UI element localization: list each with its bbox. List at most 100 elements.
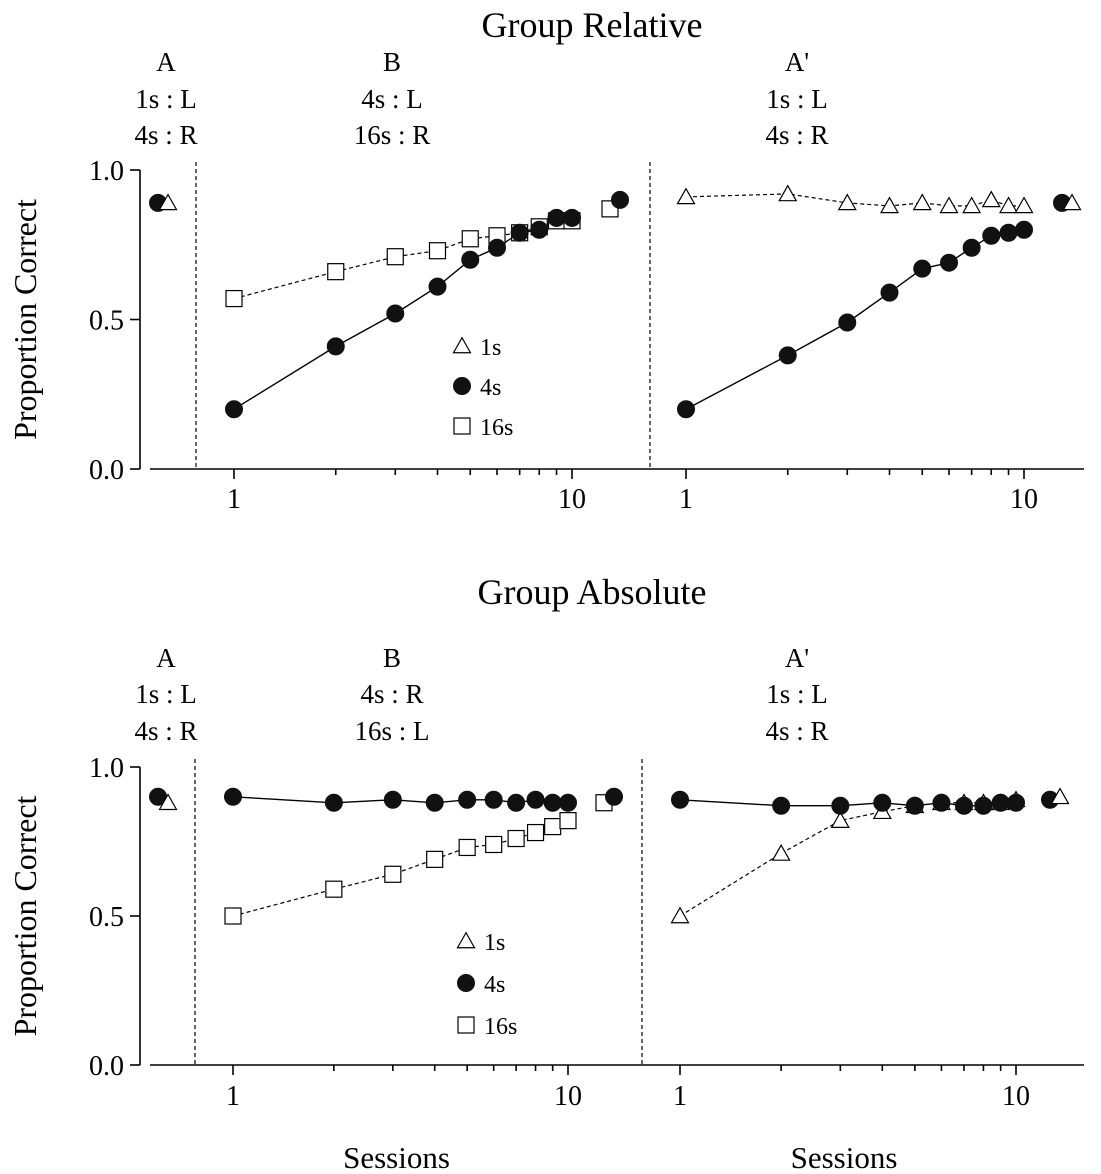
chart-title: Group Relative [482,5,703,45]
data-point-4s [831,796,850,815]
data-point-4s [326,337,345,356]
phase-label: A' [785,643,809,673]
data-point-16s [327,263,345,281]
data-point-4s [225,400,243,419]
phase-label: A [156,643,176,673]
data-point-4s [954,796,973,815]
data-point-16s [458,838,476,857]
data-point-4s [962,238,981,257]
data-point-1s [837,193,857,211]
phase-rule: 1s : L [135,679,197,709]
legend-marker-4s [453,377,471,395]
y-tick-label: 0.0 [89,455,124,486]
x-tick-label: 10 [1010,484,1038,515]
data-point-final-1s [1062,193,1082,211]
data-point-16s [461,230,479,248]
y-axis-label: Proportion Correct [7,199,43,440]
data-point-16s [384,865,402,883]
data-point-1s [981,190,1001,208]
data-point-final-4s [605,787,623,806]
data-point-16s [224,907,242,925]
data-point-1s [962,196,982,214]
data-point-4s [982,226,1001,245]
chart-panel-2: Group Absolute A 1s : L 4s : R B 4s : R 16s : … [7,572,1084,1174]
legend-label: 1s [480,335,501,361]
data-point-4s [974,796,993,815]
data-point-4s [940,253,959,272]
phase-label: B [383,47,401,77]
data-point-baseline-1s [158,193,178,211]
data-point-1s [830,811,850,828]
data-point-4s [543,793,562,812]
data-point-4s [386,304,405,323]
data-point-4s [383,790,402,809]
data-point-16s [544,817,562,836]
data-point-4s [510,223,529,242]
data-point-16s [428,242,447,260]
phase-rule: 4s : R [360,679,423,709]
data-point-4s [838,313,857,332]
legend-marker-1s [452,336,472,354]
x-tick-label: 1 [673,1081,687,1112]
data-point-4s [880,283,899,302]
data-point-1s [999,196,1019,214]
series-line-16s [233,220,572,300]
data-point-4s [932,793,951,812]
data-point-4s [224,787,242,806]
data-point-final-4s [611,190,629,209]
x-tick-label: 10 [554,1081,582,1112]
x-tick-label: 1 [679,484,693,515]
legend-marker-4s [457,974,475,992]
series-line-1s [679,799,1017,917]
phase-rule: 16s : R [354,120,431,150]
data-point-16s [386,248,404,266]
data-point-4s [559,793,577,812]
data-point-baseline-1s [158,793,178,811]
data-point-4s [873,793,892,812]
legend-label: 4s [480,375,501,401]
data-point-4s [1015,220,1033,239]
data-point-4s [530,220,549,239]
data-point-1s [1014,196,1034,214]
y-tick-label: 0.5 [89,902,124,933]
series-line-1s [685,193,1024,207]
data-point-4s [425,793,444,812]
data-point-4s [1007,793,1025,812]
data-point-4s [772,796,791,815]
x-tick-label: 10 [558,484,586,515]
y-tick-label: 1.0 [89,753,124,784]
data-point-4s [428,277,447,296]
y-tick-label: 0.0 [89,1051,124,1082]
data-point-4s [991,793,1010,812]
data-point-4s [484,790,503,809]
chart-title: Group Absolute [478,572,707,612]
x-axis-label: Sessions [791,1140,898,1174]
data-point-4s [458,790,477,809]
legend-marker-16s [457,1016,475,1034]
phase-label: B [383,643,401,673]
phase-label: A' [785,47,809,77]
legend-marker-16s [453,417,471,435]
data-point-4s [526,790,545,809]
x-tick-label: 1 [227,484,241,515]
data-point-1s [939,196,959,214]
data-point-1s [670,906,690,924]
data-point-16s [526,823,545,842]
phase-rule: 16s : L [354,716,429,746]
phase-rule: 1s : L [766,679,828,709]
phase-rule: 4s : R [765,716,828,746]
data-point-4s [507,793,526,812]
data-point-4s [488,238,507,257]
data-point-1s [912,193,932,211]
y-tick-label: 0.5 [89,306,124,337]
phase-rule: 1s : L [766,84,828,114]
legend-label: 16s [480,415,513,441]
data-point-4s [547,208,566,227]
phase-rule: 4s : R [134,716,197,746]
data-point-4s [778,346,797,365]
legend-label: 4s [484,972,505,998]
data-point-16s [325,880,343,898]
data-point-16s [225,289,243,308]
data-point-4s [671,790,689,809]
